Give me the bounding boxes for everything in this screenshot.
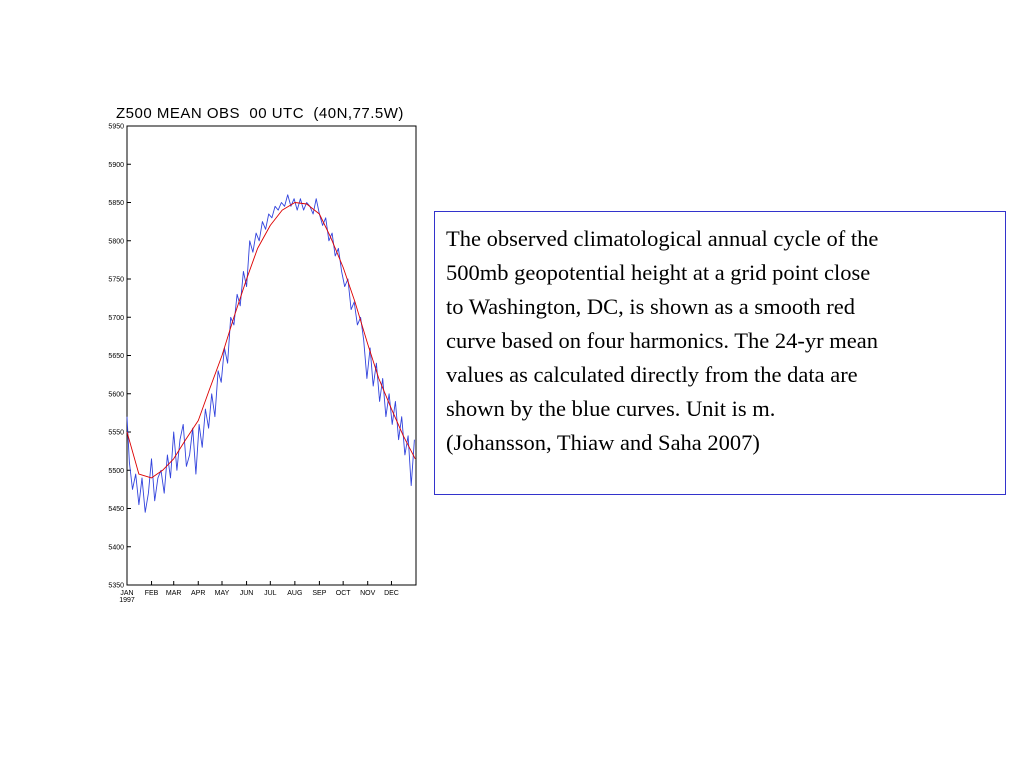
y-tick-label: 5550 <box>108 430 124 437</box>
x-tick-label: SEP <box>312 590 326 597</box>
x-tick-label: NOV <box>360 590 376 597</box>
x-tick-label: MAR <box>166 590 182 597</box>
y-tick-label: 5350 <box>108 583 124 590</box>
y-tick-label: 5800 <box>108 238 124 245</box>
y-tick-label: 5750 <box>108 277 124 284</box>
x-tick-label: JUL <box>264 590 277 597</box>
x-tick-label: JAN <box>120 590 133 597</box>
x-tick-label: FEB <box>145 590 159 597</box>
y-tick-label: 5700 <box>108 315 124 322</box>
y-tick-label: 5450 <box>108 506 124 513</box>
caption-text: The observed climatological annual cycle… <box>446 226 879 455</box>
x-tick-year: 1997 <box>119 597 135 604</box>
y-tick-label: 5900 <box>108 162 124 169</box>
y-tick-label: 5850 <box>108 200 124 207</box>
x-tick-label: MAY <box>215 590 230 597</box>
plot-frame <box>126 125 417 586</box>
y-tick-label: 5650 <box>108 353 124 360</box>
series-line-harmonic-fit <box>126 202 416 479</box>
caption-box: The observed climatological annual cycle… <box>434 211 1006 495</box>
x-tick-label: OCT <box>336 590 352 597</box>
series-layer <box>126 194 416 513</box>
x-tick-label: APR <box>191 590 205 597</box>
x-tick-label: AUG <box>287 590 302 597</box>
y-tick-label: 5950 <box>108 124 124 131</box>
x-tick-label: JUN <box>240 590 254 597</box>
x-tick-label: DEC <box>384 590 399 597</box>
x-axis: JAN FEB MAR APR MAY JUN JUL AUG SEP OCT NOV DEC 1997 <box>119 581 399 604</box>
series-line-daily-mean <box>126 194 415 513</box>
z500-chart: Z500 MEAN OBS 00 UTC (40N,77.5W) 5350 540… <box>108 105 417 604</box>
y-tick-label: 5500 <box>108 468 124 475</box>
y-axis: 5350 5400 5450 5500 5550 5600 5650 5700 5750 5800… <box>108 124 131 590</box>
y-tick-label: 5400 <box>108 544 124 551</box>
y-tick-label: 5600 <box>108 391 124 398</box>
chart-title: Z500 MEAN OBS 00 UTC (40N,77.5W) <box>116 105 404 122</box>
